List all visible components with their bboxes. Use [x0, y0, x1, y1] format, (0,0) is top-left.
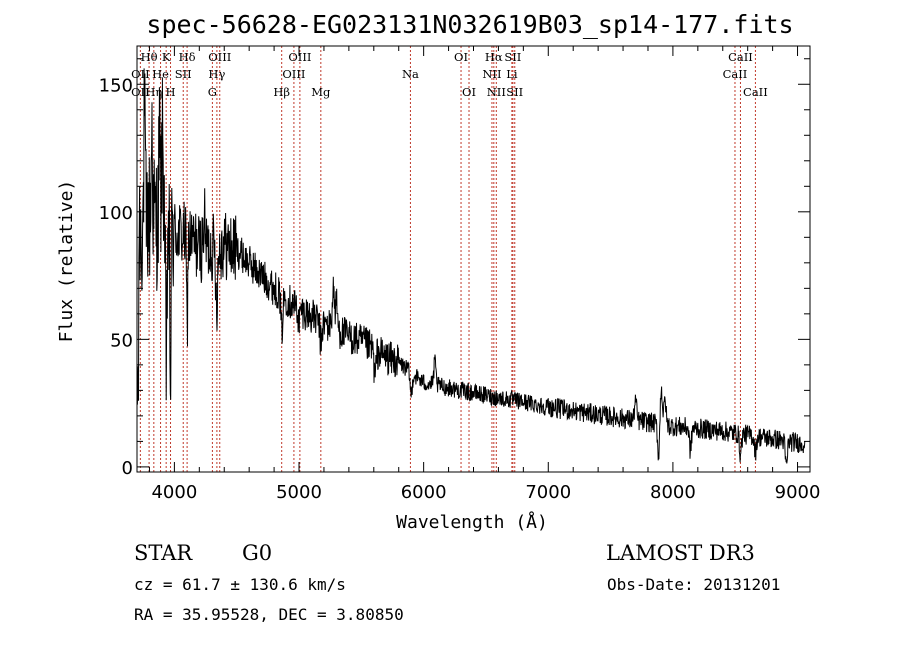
x-tick-label-6000: 6000	[401, 482, 447, 503]
line-label-25: CaII	[728, 50, 753, 64]
line-label-14: OIII	[282, 67, 305, 81]
line-label-11: G	[208, 85, 217, 99]
spectral-line-markers	[139, 46, 756, 472]
line-label-9: OIII	[208, 50, 231, 64]
y-axis-ticks: 0 50 100 150	[99, 58, 810, 479]
line-label-21: NII	[487, 85, 506, 99]
x-tick-label-9000: 9000	[775, 482, 821, 503]
x-tick-label-5000: 5000	[276, 482, 322, 503]
x-tick-label-8000: 8000	[650, 482, 696, 503]
line-label-4: K	[162, 50, 171, 64]
line-label-8: Hδ	[179, 50, 196, 64]
line-label-1: OII	[131, 67, 150, 81]
line-label-0: Hθ	[141, 50, 158, 64]
line-label-23: Li	[506, 67, 518, 81]
survey-name: LAMOST DR3	[606, 541, 755, 565]
coordinates: RA = 35.95528, DEC = 3.80850	[134, 605, 404, 624]
y-tick-label-0: 0	[122, 458, 133, 479]
y-tick-label-150: 150	[99, 75, 133, 96]
spectrum-line	[136, 68, 806, 464]
line-label-10: Hγ	[208, 67, 225, 81]
line-label-20: NII	[482, 67, 501, 81]
chart-title: spec-56628-EG023131N032619B03_sp14-177.f…	[146, 10, 793, 39]
line-label-17: OI	[454, 50, 468, 64]
line-label-3: Hη	[145, 85, 162, 99]
line-label-27: CaII	[743, 85, 768, 99]
line-label-6: H	[166, 85, 176, 99]
x-tick-label-7000: 7000	[525, 482, 571, 503]
y-tick-label-50: 50	[110, 330, 133, 351]
x-axis-ticks: 4000 5000 6000 7000 8000 9000	[148, 46, 821, 503]
line-label-15: Mg	[311, 85, 331, 99]
line-label-7: SII	[175, 67, 192, 81]
object-class: STAR	[134, 541, 193, 565]
line-label-16: Na	[402, 67, 419, 81]
y-tick-label-100: 100	[99, 203, 133, 224]
line-label-18: OI	[462, 85, 476, 99]
line-label-5: He	[152, 67, 169, 81]
redshift-readout: cz = 61.7 ± 130.6 km/s	[134, 575, 346, 594]
line-label-26: CaII	[723, 67, 748, 81]
x-tick-label-4000: 4000	[151, 482, 197, 503]
line-label-13: OIII	[288, 50, 311, 64]
line-label-19: Hα	[485, 50, 503, 64]
y-axis-label: Flux (relative)	[56, 180, 77, 343]
object-subclass: G0	[242, 541, 272, 565]
line-label-12: Hβ	[273, 85, 290, 99]
line-label-24: SII	[506, 85, 523, 99]
obs-date: Obs-Date: 20131201	[607, 575, 780, 594]
line-label-22: SII	[504, 50, 521, 64]
x-axis-label: Wavelength (Å)	[396, 511, 548, 533]
